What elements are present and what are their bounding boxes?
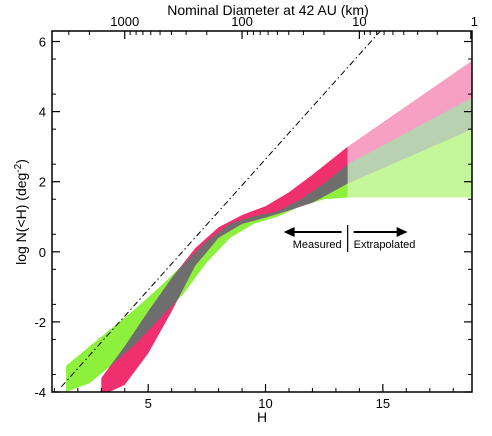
top-axis-label: 100 bbox=[231, 14, 253, 29]
y-tick-label: -2 bbox=[34, 315, 46, 330]
y-tick-label: 0 bbox=[39, 245, 46, 260]
y-axis-label-superscript: -2 bbox=[13, 163, 24, 172]
reference-line-layer bbox=[61, 31, 382, 388]
x-tick-label: 5 bbox=[145, 396, 152, 411]
x-tick-label: 10 bbox=[258, 396, 272, 411]
x-tick-label: 15 bbox=[376, 396, 390, 411]
annotation-layer: Measured Extrapolated bbox=[283, 225, 416, 252]
y-axis-label-end: ) bbox=[13, 159, 29, 164]
measured-arrow-head bbox=[283, 227, 295, 237]
top-axis-label: 1000 bbox=[110, 14, 139, 29]
bands-layer bbox=[66, 60, 472, 392]
x-axis-label: H bbox=[257, 409, 267, 425]
y-tick-label: 4 bbox=[39, 105, 46, 120]
chart-title: Nominal Diameter at 42 AU (km) bbox=[167, 2, 369, 18]
top-axis-label: 10 bbox=[352, 14, 366, 29]
reference-dash-dot-line bbox=[61, 31, 382, 388]
y-axis-label-main: log N(<H) (deg bbox=[13, 173, 29, 265]
measured-label: Measured bbox=[293, 239, 342, 251]
axes-layer: 5 10 15 -4 -2 0 2 4 6 1000 100 10 1 bbox=[34, 14, 478, 411]
y-axis-label: log N(<H) (deg-2) bbox=[13, 159, 29, 265]
measured-overlap-band bbox=[101, 164, 348, 392]
y-tick-label: -4 bbox=[34, 385, 46, 400]
plot-frame bbox=[51, 30, 473, 393]
y-tick-label: 2 bbox=[39, 175, 46, 190]
red-measured-band bbox=[101, 146, 348, 392]
extrapolated-arrow-head bbox=[396, 227, 408, 237]
y-tick-label: 6 bbox=[39, 35, 46, 50]
top-axis-label: 1 bbox=[471, 14, 478, 29]
extrapolated-label: Extrapolated bbox=[354, 239, 416, 251]
